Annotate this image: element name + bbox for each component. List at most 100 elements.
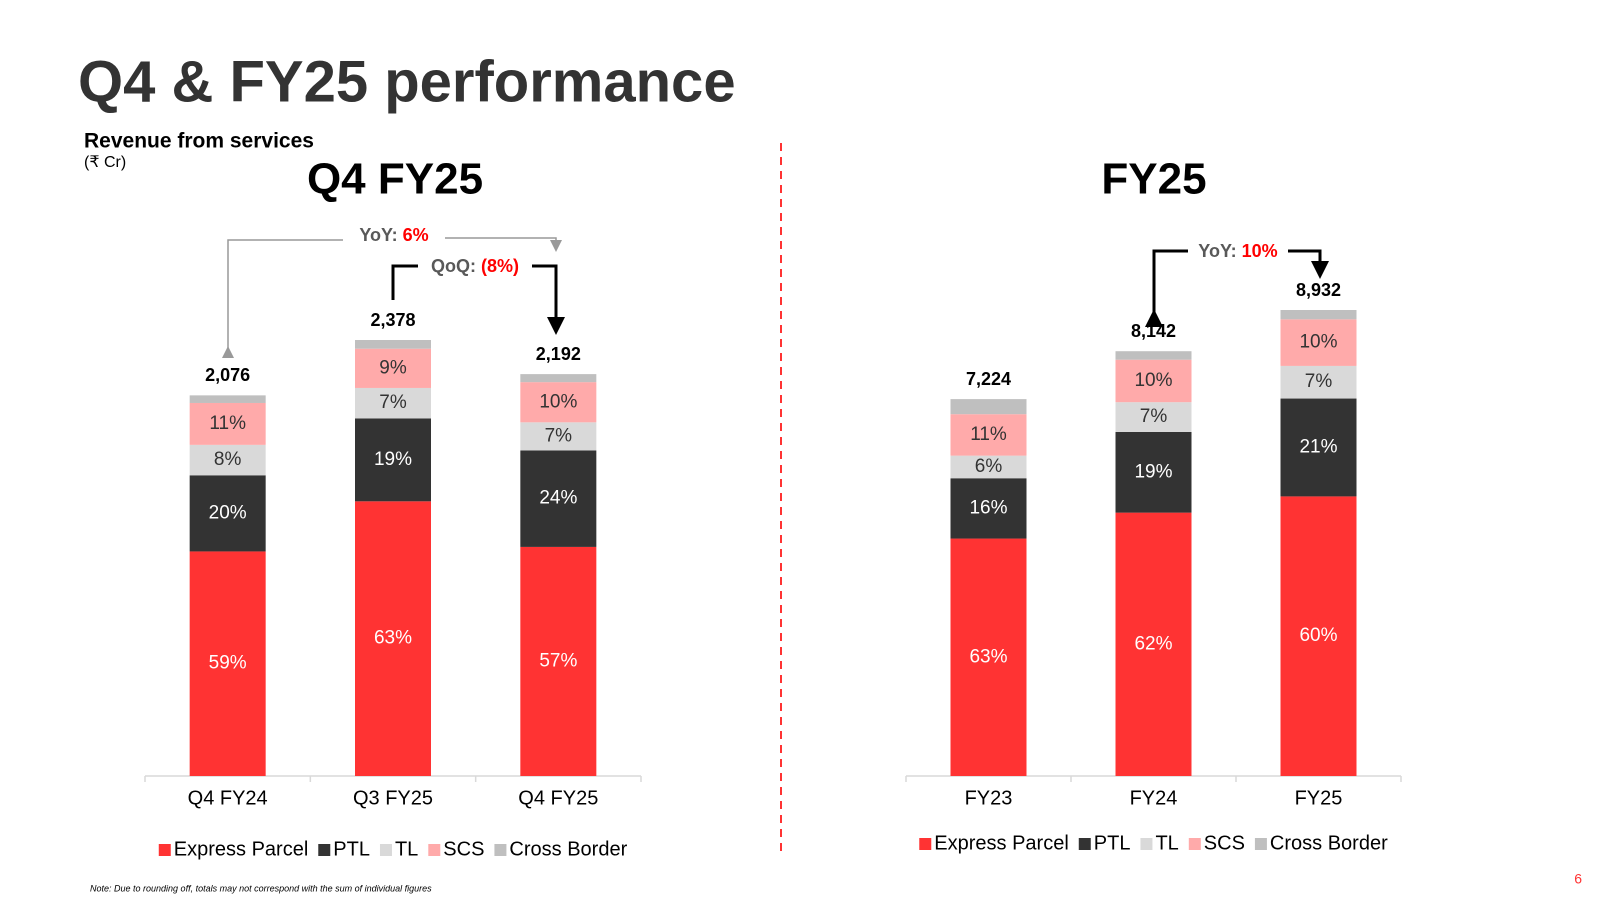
bar-segment bbox=[1280, 310, 1357, 320]
footnote: Note: Due to rounding off, totals may no… bbox=[90, 883, 432, 893]
bar-segment bbox=[1115, 359, 1192, 403]
value-label: 7% bbox=[379, 392, 407, 413]
value-label: 10% bbox=[539, 391, 577, 412]
total-label: 2,076 bbox=[205, 365, 250, 385]
annotation: YoY: 6% bbox=[359, 225, 428, 245]
legend-label: Cross Border bbox=[1270, 832, 1388, 854]
value-label: 7% bbox=[1305, 371, 1333, 392]
bar-segment bbox=[355, 501, 431, 776]
total-label: 2,378 bbox=[370, 310, 415, 330]
bar-segment bbox=[950, 414, 1027, 456]
bar-segment bbox=[950, 455, 1027, 479]
legend-label: TL bbox=[1155, 832, 1178, 854]
total-label: 2,192 bbox=[536, 344, 581, 364]
annotation: YoY: 10% bbox=[1198, 241, 1277, 261]
value-label: 11% bbox=[970, 424, 1007, 445]
legend-label: PTL bbox=[333, 838, 370, 860]
bar-segment bbox=[189, 395, 266, 403]
legend: Express Parcel PTL TL SCS Cross Border bbox=[919, 832, 1388, 854]
legend-swatch bbox=[1188, 838, 1201, 850]
bracket bbox=[1288, 249, 1329, 279]
annotation-qoq: QoQ: (8%) bbox=[391, 256, 565, 335]
legend-swatch bbox=[428, 844, 441, 856]
bar-segment bbox=[355, 348, 431, 388]
legend-swatch bbox=[919, 838, 932, 850]
value-label: 21% bbox=[1299, 436, 1337, 457]
bar-segment bbox=[950, 399, 1027, 415]
bracket bbox=[532, 264, 565, 335]
bracket bbox=[445, 237, 562, 252]
x-tick-label: Q4 FY25 bbox=[518, 787, 598, 809]
legend-label: SCS bbox=[1204, 832, 1245, 854]
value-label: 19% bbox=[1134, 461, 1172, 482]
annotation-yoy-fy: YoY: 10% bbox=[1145, 241, 1329, 327]
value-label: 16% bbox=[969, 497, 1007, 518]
total-label: 8,142 bbox=[1131, 321, 1176, 341]
legend: Express Parcel PTL TL SCS Cross Border bbox=[158, 838, 628, 860]
legend-label: Cross Border bbox=[509, 838, 627, 860]
legend-swatch bbox=[379, 844, 392, 856]
bar-segment bbox=[1115, 512, 1192, 776]
bar-segment bbox=[189, 402, 266, 445]
bar-segment bbox=[520, 382, 597, 423]
value-label: 19% bbox=[374, 449, 412, 470]
bar-segment bbox=[1280, 365, 1357, 399]
slide-title: Q4 & FY25 performance bbox=[78, 49, 736, 114]
bar-segment bbox=[950, 538, 1027, 776]
value-label: 63% bbox=[969, 646, 1007, 667]
value-label: 60% bbox=[1299, 625, 1337, 646]
chart-title: FY25 bbox=[1101, 155, 1206, 204]
legend-swatch bbox=[1140, 838, 1153, 850]
bar-segment bbox=[520, 374, 597, 383]
page-number: 6 bbox=[1574, 871, 1582, 887]
legend-swatch bbox=[158, 844, 171, 856]
legend-label: Express Parcel bbox=[934, 832, 1069, 854]
value-label: 20% bbox=[209, 502, 247, 523]
bar-segment bbox=[355, 418, 431, 502]
bar-segment bbox=[520, 422, 597, 451]
x-tick-label: FY24 bbox=[1130, 787, 1178, 809]
legend-label: TL bbox=[395, 838, 418, 860]
bar-segment bbox=[520, 546, 597, 776]
value-label: 59% bbox=[209, 653, 247, 674]
total-label: 8,932 bbox=[1296, 280, 1341, 300]
bracket bbox=[1145, 249, 1188, 327]
value-label: 10% bbox=[1134, 370, 1172, 391]
bar-segment bbox=[189, 475, 266, 552]
annotation: QoQ: (8%) bbox=[431, 256, 519, 276]
bar-segment bbox=[1115, 351, 1192, 360]
bar-segment bbox=[520, 450, 597, 547]
x-tick-label: Q3 FY25 bbox=[353, 787, 433, 809]
bar-segment bbox=[1280, 398, 1357, 497]
bar-segment bbox=[189, 551, 266, 776]
value-label: 24% bbox=[539, 488, 577, 509]
subtitle: Revenue from services bbox=[84, 130, 314, 153]
legend-swatch bbox=[494, 844, 507, 856]
x-tick-label: FY23 bbox=[965, 787, 1013, 809]
chart-title: Q4 FY25 bbox=[307, 155, 483, 204]
legend-swatch bbox=[318, 844, 331, 856]
value-label: 57% bbox=[539, 650, 577, 671]
bar-segment bbox=[189, 444, 266, 476]
unit: (₹ Cr) bbox=[84, 154, 126, 171]
value-label: 8% bbox=[214, 449, 242, 470]
value-label: 10% bbox=[1299, 332, 1337, 353]
bar-segment bbox=[1280, 319, 1357, 366]
value-label: 9% bbox=[379, 357, 407, 378]
x-tick-label: FY25 bbox=[1295, 787, 1343, 809]
bar-segment bbox=[355, 340, 431, 349]
bar-segment bbox=[1115, 402, 1192, 432]
value-label: 63% bbox=[374, 628, 412, 649]
bar-segment bbox=[1115, 431, 1192, 513]
bracket bbox=[222, 239, 343, 358]
value-label: 62% bbox=[1134, 633, 1172, 654]
legend-label: Express Parcel bbox=[174, 838, 309, 860]
value-label: 6% bbox=[975, 456, 1003, 477]
annotation-yoy-q4: YoY: 6% bbox=[222, 225, 562, 358]
value-label: 7% bbox=[1140, 406, 1168, 427]
legend-swatch bbox=[1254, 838, 1267, 850]
bar-segment bbox=[950, 478, 1027, 539]
legend-swatch bbox=[1078, 838, 1091, 850]
bar-segment bbox=[355, 387, 431, 419]
